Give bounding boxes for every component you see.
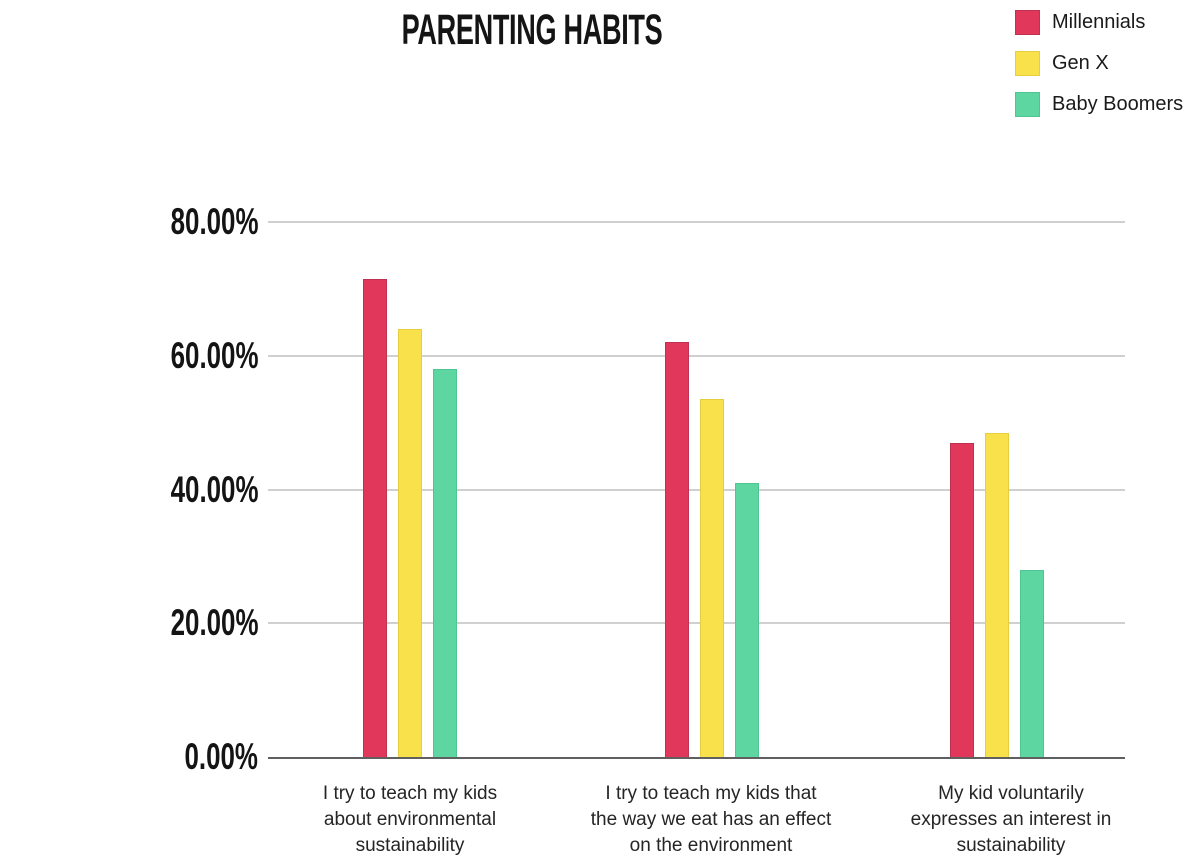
y-tick-label-0: 0.00% [153, 737, 258, 777]
gridline-20 [268, 622, 1125, 625]
y-tick-text: 80.00% [170, 201, 258, 242]
y-tick-text: 60.00% [170, 334, 258, 376]
bar-baby-boomers-group2 [735, 482, 759, 757]
bar-millennials-group2 [665, 342, 689, 757]
category-label-2: I try to teach my kids that the way we ea… [590, 783, 832, 856]
category-label-1: I try to teach my kids about environmenta… [322, 783, 498, 856]
gridline-60 [268, 354, 1125, 357]
legend-swatch-icon [1015, 92, 1040, 117]
legend-swatch-icon [1015, 10, 1040, 35]
chart-title: PARENTING HABITS [325, 6, 739, 54]
y-tick-text: 40.00% [170, 468, 258, 510]
gridline-80 [268, 221, 1125, 223]
legend-swatch-icon [1015, 51, 1040, 76]
legend-item-baby-boomers: Baby Boomers [1015, 92, 1183, 117]
bar-baby-boomers-group3 [1020, 569, 1044, 757]
y-tick-label-60: 60.00% [133, 334, 258, 376]
bar-gen-x-group2 [700, 399, 724, 757]
legend-label: Baby Boomers [1052, 93, 1184, 115]
y-tick-label-40: 40.00% [133, 468, 258, 510]
gridline-40 [268, 488, 1125, 491]
y-tick-text: 0.00% [184, 736, 258, 777]
bar-millennials-group3 [950, 442, 974, 757]
legend-item-gen-x: Gen X [1015, 51, 1183, 76]
y-tick-label-80: 80.00% [133, 201, 258, 242]
bar-gen-x-group1 [398, 329, 422, 757]
bar-millennials-group1 [363, 278, 387, 757]
y-tick-label-20: 20.00% [133, 602, 258, 644]
chart-title-text: PARENTING HABITS [401, 6, 663, 54]
plot-area [268, 221, 1125, 759]
y-tick-text: 20.00% [170, 602, 258, 644]
bar-baby-boomers-group1 [433, 369, 457, 757]
legend-item-millennials: Millennials [1015, 10, 1183, 35]
legend: Millennials Gen X Baby Boomers [1015, 10, 1183, 117]
category-label-3: My kid voluntarily expresses an interest … [910, 783, 1112, 856]
legend-label: Gen X [1052, 52, 1109, 74]
bar-gen-x-group3 [985, 432, 1009, 757]
legend-label: Millennials [1052, 11, 1146, 33]
